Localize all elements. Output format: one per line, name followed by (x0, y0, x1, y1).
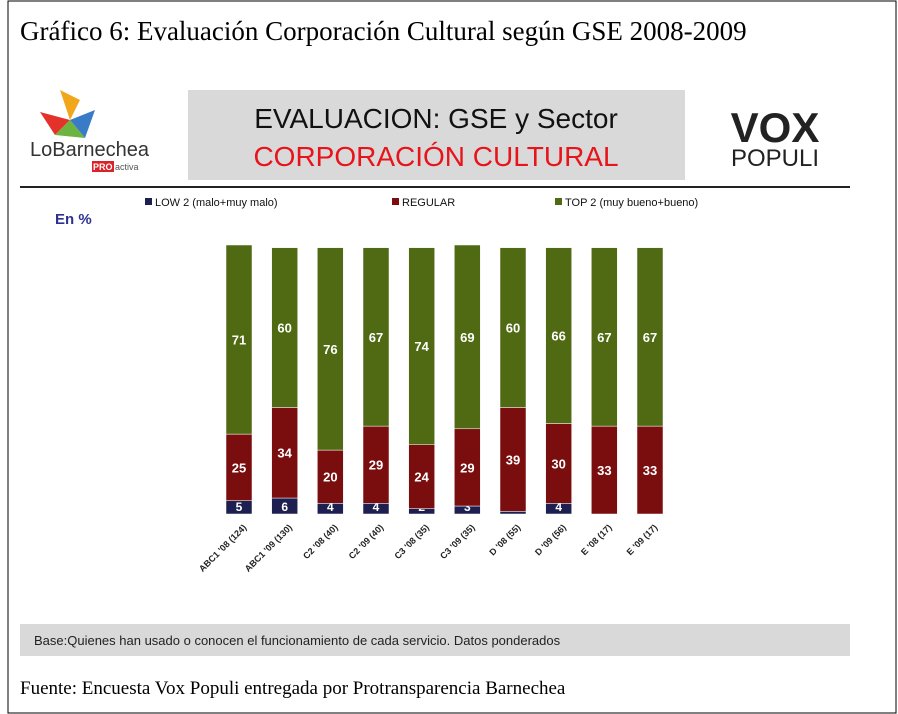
bar-segment (636, 425, 664, 515)
data-label: 4 (555, 500, 562, 514)
data-label: 4 (373, 500, 380, 514)
data-label: 39 (506, 452, 520, 467)
bar-segment (591, 247, 618, 427)
bar-segment (454, 244, 481, 430)
data-label: 25 (232, 460, 246, 475)
bar-segment (499, 407, 527, 512)
logo-right-top: VOX (731, 104, 820, 151)
bar-segment (408, 247, 435, 446)
logo-right-bottom: POPULI (731, 145, 819, 172)
heading: EVALUACION: GSE y Sector (254, 103, 618, 134)
header-box (188, 90, 685, 180)
subheading: CORPORACIÓN CULTURAL (253, 141, 618, 172)
legend-swatch (392, 198, 399, 205)
note-box (20, 624, 850, 656)
data-label: 60 (277, 321, 291, 336)
data-label: 6 (281, 500, 288, 514)
data-label: 71 (232, 333, 246, 348)
bar-segment (362, 425, 390, 504)
bar-segment (636, 247, 664, 427)
data-label: 69 (460, 330, 474, 345)
bar-segment (317, 247, 344, 451)
legend-swatch (555, 198, 562, 205)
note: Base:Quienes han usado o conocen el func… (34, 633, 561, 648)
y-label: En % (55, 211, 92, 228)
bar-segment (225, 433, 253, 501)
bar-segment (499, 247, 527, 408)
logo-badge-suffix: activa (115, 162, 139, 172)
data-label: 33 (643, 463, 657, 478)
data-label: 67 (369, 330, 383, 345)
data-label: 5 (236, 500, 243, 514)
bar-segment (408, 444, 435, 509)
data-label: 24 (414, 470, 429, 485)
legend-label: LOW 2 (malo+muy malo) (155, 197, 278, 209)
data-label: 34 (277, 446, 292, 461)
data-label: 67 (643, 330, 657, 345)
data-label: 30 (551, 456, 565, 471)
legend-swatch (145, 198, 152, 205)
data-label: 67 (597, 330, 611, 345)
bar-segment (225, 244, 253, 435)
data-label: 29 (460, 460, 474, 475)
data-label: 20 (323, 470, 337, 485)
logo-left: LoBarnechea PRO activa (30, 90, 150, 172)
legend-label: REGULAR (402, 197, 455, 209)
logo-badge: PRO (93, 162, 113, 172)
data-label: 4 (327, 500, 334, 514)
bar-segment (545, 247, 572, 424)
source: Fuente: Encuesta Vox Populi entregada po… (20, 678, 566, 699)
bar-segment (362, 247, 390, 427)
logo-text: LoBarnechea (30, 139, 150, 161)
bar-segment (271, 247, 298, 408)
data-label: 76 (323, 342, 337, 357)
bar-segment (317, 449, 344, 504)
data-label: 29 (369, 458, 383, 473)
data-label: 3 (464, 500, 471, 514)
data-label: 74 (414, 339, 429, 354)
data-label: 66 (551, 329, 565, 344)
bar-segment (545, 423, 572, 504)
data-label: 60 (506, 321, 520, 336)
legend-label: TOP 2 (muy bueno+bueno) (565, 197, 698, 209)
document-title: Gráfico 6: Evaluación Corporación Cultur… (20, 16, 747, 46)
data-label: 33 (597, 463, 611, 478)
